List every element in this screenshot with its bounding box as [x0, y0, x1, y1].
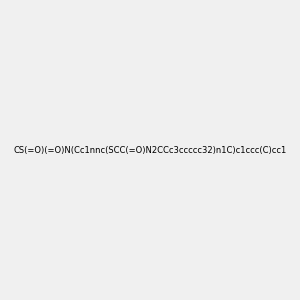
Text: CS(=O)(=O)N(Cc1nnc(SCC(=O)N2CCc3ccccc32)n1C)c1ccc(C)cc1: CS(=O)(=O)N(Cc1nnc(SCC(=O)N2CCc3ccccc32)…: [14, 146, 286, 154]
